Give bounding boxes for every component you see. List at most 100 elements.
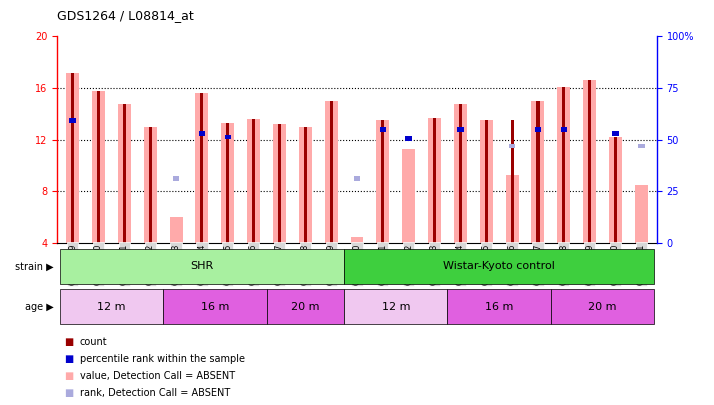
Text: ■: ■ [64, 354, 74, 364]
Bar [149, 127, 152, 243]
Text: GSM38242: GSM38242 [146, 244, 155, 285]
Text: GSM38247: GSM38247 [275, 244, 284, 285]
Bar [97, 91, 100, 243]
Bar [381, 120, 384, 243]
Bar [583, 80, 596, 243]
Text: strain ▶: strain ▶ [15, 261, 54, 271]
Bar [163, 290, 266, 324]
Bar [454, 104, 467, 243]
Bar [536, 101, 540, 243]
Bar [376, 120, 389, 243]
Bar [433, 118, 436, 243]
Bar [560, 127, 567, 132]
Bar [535, 127, 541, 132]
Bar [448, 290, 551, 324]
Bar [325, 101, 338, 243]
Text: GSM38256: GSM38256 [508, 244, 517, 285]
Bar [351, 237, 363, 243]
Bar [558, 87, 570, 243]
Bar [198, 131, 205, 136]
Bar [485, 120, 488, 243]
Bar [459, 104, 462, 243]
Text: GSM38257: GSM38257 [533, 244, 543, 285]
Text: GSM38244: GSM38244 [197, 244, 206, 285]
Text: ■: ■ [64, 388, 74, 398]
Text: GDS1264 / L08814_at: GDS1264 / L08814_at [57, 9, 194, 22]
Text: percentile rank within the sample: percentile rank within the sample [80, 354, 245, 364]
Bar [428, 118, 441, 243]
Bar [303, 127, 307, 243]
Bar [144, 127, 156, 243]
Text: 16 m: 16 m [485, 302, 513, 312]
Text: GSM38260: GSM38260 [611, 244, 620, 285]
Bar [196, 93, 208, 243]
Text: 12 m: 12 m [97, 302, 126, 312]
Bar [278, 124, 281, 243]
Bar [509, 144, 516, 149]
Bar [252, 119, 255, 243]
Text: GSM38249: GSM38249 [326, 244, 336, 285]
Text: ■: ■ [64, 371, 74, 381]
Bar [170, 217, 183, 243]
Text: GSM38239: GSM38239 [68, 244, 77, 285]
Text: value, Detection Call = ABSENT: value, Detection Call = ABSENT [80, 371, 235, 381]
Bar [614, 137, 617, 243]
Bar [638, 144, 645, 149]
Text: GSM38245: GSM38245 [223, 244, 232, 285]
Text: GSM38261: GSM38261 [637, 244, 646, 285]
Text: GSM38243: GSM38243 [171, 244, 181, 285]
Bar [60, 249, 344, 284]
Text: 16 m: 16 m [201, 302, 229, 312]
Bar [118, 104, 131, 243]
Bar [613, 131, 619, 136]
Bar [457, 127, 463, 132]
Text: 12 m: 12 m [381, 302, 410, 312]
Bar [531, 101, 544, 243]
Bar [92, 91, 105, 243]
Bar [60, 290, 163, 324]
Bar [266, 290, 344, 324]
Text: GSM38240: GSM38240 [94, 244, 103, 285]
Text: GSM38241: GSM38241 [120, 244, 129, 285]
Bar [247, 119, 260, 243]
Bar [609, 137, 622, 243]
Bar [123, 104, 126, 243]
Bar [588, 80, 591, 243]
Text: SHR: SHR [190, 261, 213, 271]
Bar [69, 118, 76, 123]
Text: Wistar-Kyoto control: Wistar-Kyoto control [443, 261, 555, 271]
Bar [402, 149, 415, 243]
Bar [273, 124, 286, 243]
Bar [71, 72, 74, 243]
Bar [353, 176, 361, 181]
Text: rank, Detection Call = ABSENT: rank, Detection Call = ABSENT [80, 388, 230, 398]
Bar [330, 101, 333, 243]
Bar [511, 120, 513, 243]
Bar [562, 87, 565, 243]
Bar [201, 93, 203, 243]
Text: 20 m: 20 m [588, 302, 617, 312]
Text: GSM38246: GSM38246 [249, 244, 258, 285]
Text: GSM38253: GSM38253 [430, 244, 439, 285]
Text: 20 m: 20 m [291, 302, 320, 312]
Bar [173, 176, 179, 181]
Bar [380, 127, 386, 132]
Bar [299, 127, 312, 243]
Text: age ▶: age ▶ [25, 302, 54, 312]
Text: GSM38258: GSM38258 [559, 244, 568, 285]
Text: GSM38255: GSM38255 [482, 244, 491, 285]
Text: count: count [80, 337, 108, 347]
Bar [226, 123, 229, 243]
Bar [344, 249, 654, 284]
Bar [221, 123, 234, 243]
Text: GSM38252: GSM38252 [404, 244, 413, 285]
Bar [344, 290, 448, 324]
Bar [224, 135, 231, 139]
Bar [480, 120, 493, 243]
Text: GSM38248: GSM38248 [301, 244, 310, 285]
Text: GSM38250: GSM38250 [353, 244, 361, 285]
Bar [506, 175, 518, 243]
Bar [635, 185, 648, 243]
Text: ■: ■ [64, 337, 74, 347]
Text: GSM38259: GSM38259 [585, 244, 594, 285]
